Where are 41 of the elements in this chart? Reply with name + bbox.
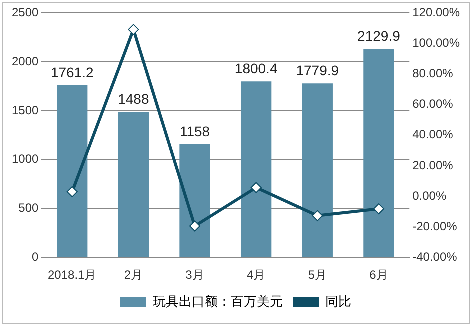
point [190,220,200,232]
y-tick-label: 0 [32,250,40,264]
x-tick-label: 3月 [186,268,204,282]
data-label: 1800.4 [234,60,278,76]
y2-tick-label: 80.00% [412,66,454,81]
x-tick-label: 6月 [370,268,388,282]
x-tick-label: 2018.1月 [48,268,97,282]
x-tick-label: 4月 [246,268,266,282]
data-label: 1158 [180,123,210,140]
data-label: 1488 [118,90,150,107]
data-label: 1779.9 [296,62,340,78]
y-tick-label: 1000 [12,152,40,166]
bar [118,112,150,258]
y2-tick-label: 40.00% [412,128,454,142]
x-tick-label: 2月 [124,268,144,282]
y2-tick-label: 120.00% [412,6,460,20]
y2-tick-label: -20.00% [412,219,458,234]
data-label: 1761.2 [50,64,94,80]
legend-label: 同比 [326,294,352,310]
point [312,210,324,222]
legend-label: 玩具出口额：百万美元 [153,294,283,310]
y2-tick-label: 0.00% [412,188,447,203]
point [128,24,140,36]
point [250,182,262,194]
y2-tick-label: 100.00% [412,36,460,50]
data-label: 2129.9 [358,28,401,44]
bar [240,82,272,258]
y-tick-label: 1500 [12,103,40,118]
y-tick-label: 2500 [12,6,40,20]
y-tick-label: 2000 [12,54,40,68]
bar [302,84,333,258]
bar [180,144,210,258]
bar [364,49,394,258]
y2-tick-label: 20.00% [412,158,454,172]
bar [57,85,88,258]
y2-tick-label: 60.00% [412,97,454,112]
y2-tick-label: -40.00% [412,250,458,264]
x-tick-label: 5月 [308,268,327,282]
y-tick-label: 500 [18,201,40,216]
point [66,186,78,198]
point [373,204,384,215]
